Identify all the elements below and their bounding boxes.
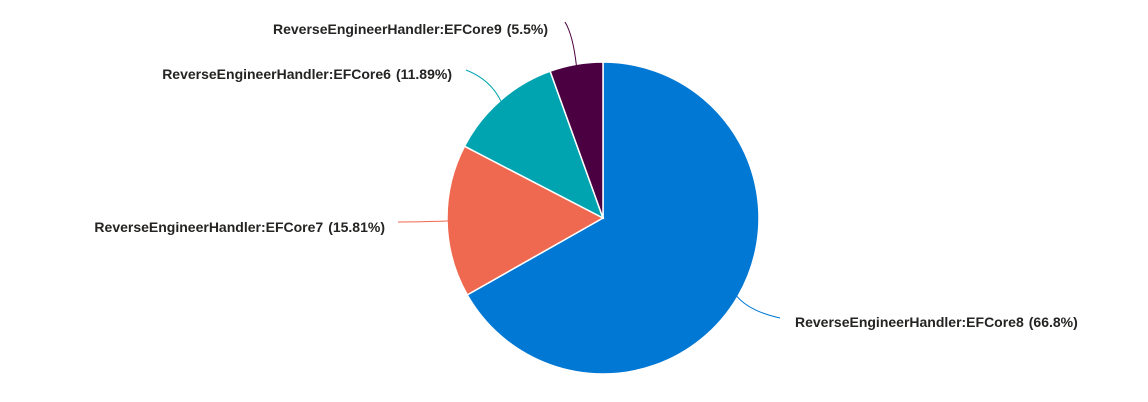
- slice-value-label: (66.8%): [1029, 314, 1078, 330]
- leader-line: [465, 69, 502, 103]
- slice-value-label: (11.89%): [396, 66, 452, 82]
- slice-value-label: (5.5%): [507, 21, 548, 37]
- leader-line: [736, 295, 781, 319]
- leader-line: [564, 21, 577, 66]
- slice-category: ReverseEngineerHandler:EFCore6: [162, 66, 391, 82]
- slice-category: ReverseEngineerHandler:EFCore9: [273, 21, 502, 37]
- slice-category: ReverseEngineerHandler:EFCore8: [795, 314, 1024, 330]
- slice-category: ReverseEngineerHandler:EFCore7: [94, 219, 323, 235]
- slice-value-label: (15.81%): [328, 219, 385, 235]
- slice-label: ReverseEngineerHandler:EFCore7 (15.81%): [94, 219, 385, 235]
- leader-line: [397, 220, 449, 223]
- slice-label: ReverseEngineerHandler:EFCore6 (11.89%): [162, 66, 452, 82]
- slice-label: ReverseEngineerHandler:EFCore9 (5.5%): [273, 21, 548, 37]
- slice-label: ReverseEngineerHandler:EFCore8 (66.8%): [795, 314, 1078, 330]
